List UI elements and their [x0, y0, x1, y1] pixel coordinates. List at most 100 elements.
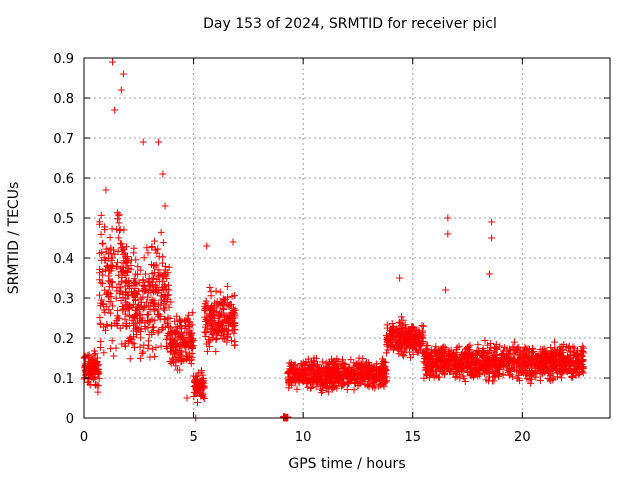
data-point [579, 365, 587, 373]
data-point [425, 374, 433, 382]
data-point [412, 330, 420, 338]
data-point [326, 380, 334, 388]
data-point [155, 253, 163, 261]
data-point [140, 341, 148, 349]
data-point [216, 288, 224, 296]
data-point [215, 329, 223, 337]
data-point [96, 291, 104, 299]
data-point [229, 323, 237, 331]
data-point [438, 346, 446, 354]
data-point [230, 329, 238, 337]
data-point [174, 329, 182, 337]
data-point [114, 307, 122, 315]
data-point [128, 339, 136, 347]
data-point [179, 334, 187, 342]
data-point [338, 382, 346, 390]
data-point [498, 351, 506, 359]
data-point [453, 369, 461, 377]
data-point [490, 377, 498, 385]
data-point [460, 374, 468, 382]
data-point [201, 328, 209, 336]
data-point [425, 351, 433, 359]
data-point [354, 365, 362, 373]
data-point [202, 329, 210, 337]
data-point [574, 346, 582, 354]
data-point [228, 337, 236, 345]
data-point [543, 359, 551, 367]
data-point [183, 394, 191, 402]
data-point [121, 249, 129, 257]
data-point [380, 357, 388, 365]
x-tick-label: 15 [404, 430, 421, 445]
data-point [341, 371, 349, 379]
data-point [536, 376, 544, 384]
data-point [154, 266, 162, 274]
data-point [211, 299, 219, 307]
data-point [149, 324, 157, 332]
y-axis-label: SRMTID / TECUs [6, 181, 22, 295]
data-point [549, 359, 557, 367]
data-point [402, 337, 410, 345]
data-point [317, 385, 325, 393]
data-point [98, 296, 106, 304]
data-point [521, 343, 529, 351]
data-point [382, 373, 390, 381]
data-point [160, 270, 168, 278]
data-point [440, 371, 448, 379]
data-point [113, 316, 121, 324]
data-point [365, 359, 373, 367]
data-point [115, 227, 123, 235]
data-point [488, 218, 496, 226]
data-point [116, 284, 124, 292]
data-point [342, 369, 350, 377]
data-point [360, 363, 368, 371]
y-tick-label: 0.5 [53, 212, 74, 227]
data-point [157, 228, 165, 236]
data-point [166, 334, 174, 342]
data-point [138, 349, 146, 357]
data-point [118, 340, 126, 348]
data-point [388, 320, 396, 328]
data-point [144, 344, 152, 352]
data-point [519, 369, 527, 377]
data-point [90, 362, 98, 370]
data-point [156, 315, 164, 323]
data-point [499, 370, 507, 378]
data-point [518, 358, 526, 366]
data-point [487, 339, 495, 347]
data-point [170, 343, 178, 351]
data-point [188, 349, 196, 357]
data-point [228, 315, 236, 323]
data-point [422, 346, 430, 354]
data-point [137, 325, 145, 333]
data-point [439, 357, 447, 365]
data-point [430, 371, 438, 379]
data-point [167, 298, 175, 306]
data-point [185, 311, 193, 319]
data-point [416, 331, 424, 339]
data-point [128, 291, 136, 299]
data-point [157, 342, 165, 350]
data-point [144, 249, 152, 257]
data-point [577, 358, 585, 366]
data-point [85, 351, 93, 359]
data-point [530, 369, 538, 377]
data-point [444, 230, 452, 238]
data-point [105, 277, 113, 285]
data-point [153, 286, 161, 294]
data-point [94, 388, 102, 396]
data-point [172, 323, 180, 331]
data-point [567, 354, 575, 362]
data-point [428, 358, 436, 366]
data-point [208, 331, 216, 339]
data-point [115, 219, 123, 227]
data-point [115, 234, 123, 242]
data-point [149, 323, 157, 331]
data-point [185, 318, 193, 326]
data-point [539, 350, 547, 358]
data-point [397, 340, 405, 348]
data-point [324, 360, 332, 368]
data-point [324, 388, 332, 396]
data-point [493, 345, 501, 353]
data-point [467, 365, 475, 373]
